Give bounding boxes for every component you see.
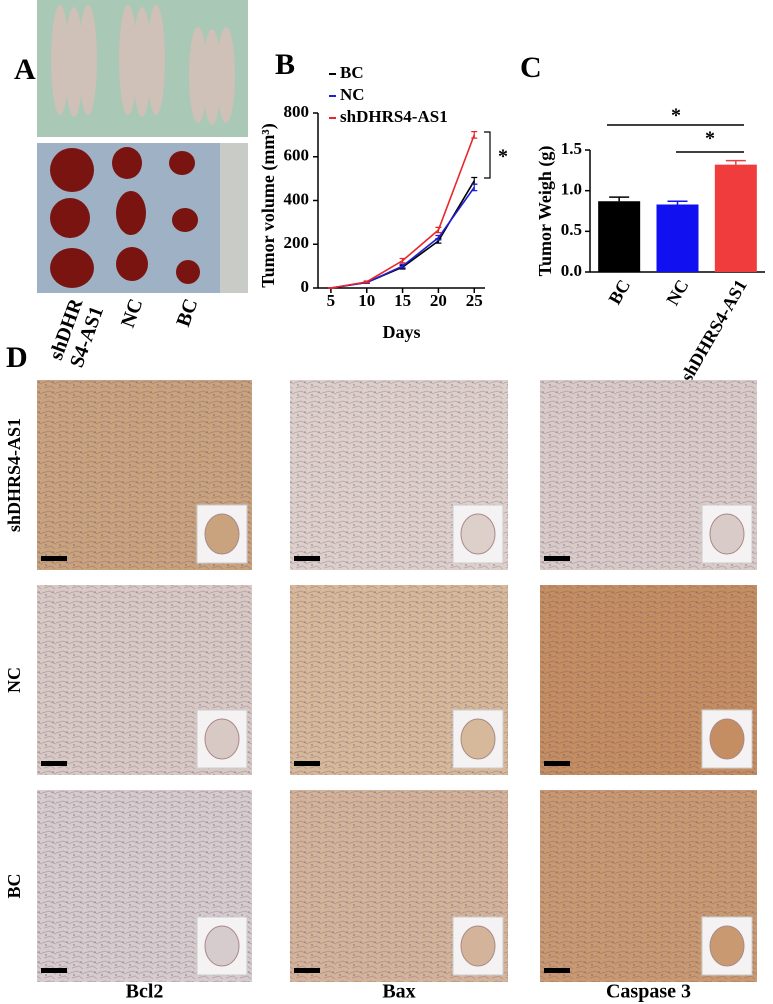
row-label: BC bbox=[4, 873, 24, 898]
inset-section bbox=[460, 925, 496, 967]
column-label: Caspase 3 bbox=[606, 981, 691, 1003]
inset-section bbox=[204, 513, 240, 555]
inset-section bbox=[709, 718, 745, 760]
label-line: NC bbox=[116, 296, 147, 331]
scale-bar bbox=[544, 761, 570, 766]
inset-section bbox=[709, 513, 745, 555]
inset-section bbox=[460, 513, 496, 555]
x-tick-label: 5 bbox=[327, 291, 336, 310]
inset-section bbox=[204, 718, 240, 760]
scale-bar bbox=[41, 556, 67, 561]
scale-bar bbox=[294, 761, 320, 766]
y-tick-label: 600 bbox=[284, 146, 310, 165]
panel-label: B bbox=[275, 48, 295, 81]
error-bar bbox=[471, 130, 478, 139]
series-line bbox=[330, 180, 475, 289]
scale-bar bbox=[41, 761, 67, 766]
significance-label: * bbox=[498, 146, 508, 168]
scale-bar bbox=[294, 556, 320, 561]
label-line: BC bbox=[172, 296, 202, 330]
y-tick-label: 1.0 bbox=[561, 180, 582, 199]
significance-label: * bbox=[705, 128, 715, 150]
legend-label: shDHRS4-AS1 bbox=[340, 107, 448, 126]
inset-section bbox=[460, 718, 496, 760]
error-bar bbox=[435, 234, 442, 241]
error-bar bbox=[471, 183, 478, 192]
error-bar bbox=[609, 196, 630, 202]
sample-label: shDHRS4-AS1 bbox=[45, 295, 108, 370]
y-tick-label: 1.5 bbox=[561, 139, 582, 158]
y-tick-label: 800 bbox=[284, 102, 310, 121]
tumor-photo bbox=[37, 143, 248, 293]
legend-label: BC bbox=[340, 63, 364, 82]
error-bar bbox=[435, 226, 442, 234]
legend-label: NC bbox=[340, 85, 365, 104]
error-bar bbox=[363, 280, 370, 284]
sample-label: BC bbox=[172, 296, 202, 330]
y-tick-label: 0 bbox=[301, 277, 310, 296]
bar bbox=[598, 201, 641, 272]
inset-section bbox=[709, 925, 745, 967]
series-line bbox=[330, 186, 475, 289]
mice-photo bbox=[37, 0, 248, 137]
error-bar bbox=[725, 159, 746, 165]
x-tick-label: 20 bbox=[430, 291, 447, 310]
y-tick-label: 0.0 bbox=[561, 261, 582, 280]
row-label: shDHRS4-AS1 bbox=[4, 418, 24, 532]
x-tick-label: NC bbox=[662, 276, 692, 309]
x-tick-label: 10 bbox=[358, 291, 375, 310]
significance-bracket bbox=[484, 131, 491, 179]
x-tick-label: BC bbox=[604, 276, 634, 308]
panel-label: C bbox=[520, 51, 542, 84]
scale-bar bbox=[544, 556, 570, 561]
bar bbox=[656, 204, 699, 272]
sample-labels: shDHRS4-AS1 NC BC bbox=[45, 295, 202, 370]
error-bar bbox=[399, 263, 406, 269]
y-axis-label: Tumor Weigh (g) bbox=[535, 146, 556, 277]
scale-bar bbox=[544, 968, 570, 973]
scale-bar bbox=[294, 968, 320, 973]
row-label: NC bbox=[4, 667, 24, 693]
sample-label: NC bbox=[116, 296, 147, 331]
y-tick-label: 400 bbox=[284, 189, 310, 208]
error-bar bbox=[327, 286, 334, 290]
ihc-grid: shDHRS4-AS1 NC BC Bcl2 Bax Caspase 3 bbox=[4, 380, 757, 1003]
bar bbox=[714, 164, 757, 272]
x-tick-label: 25 bbox=[466, 291, 483, 310]
significance-label: * bbox=[671, 105, 681, 127]
panel-label: A bbox=[14, 53, 36, 86]
column-label: Bcl2 bbox=[126, 981, 164, 1003]
inset-section bbox=[204, 925, 240, 967]
x-tick-label: 15 bbox=[394, 291, 411, 310]
y-tick-label: 0.5 bbox=[561, 220, 582, 239]
y-axis-label: Tumor volume (mm³) bbox=[258, 123, 279, 287]
error-bar bbox=[399, 257, 406, 264]
x-axis-label: Days bbox=[382, 322, 420, 342]
scale-bar bbox=[41, 968, 67, 973]
line-chart: 0 200 400 600 800 5 10 15 20 25 Days Tumor volume (… bbox=[258, 63, 508, 342]
y-tick-label: 200 bbox=[284, 233, 310, 252]
panel-label: D bbox=[6, 341, 28, 374]
error-bar bbox=[667, 200, 688, 205]
column-label: Bax bbox=[382, 981, 415, 1003]
